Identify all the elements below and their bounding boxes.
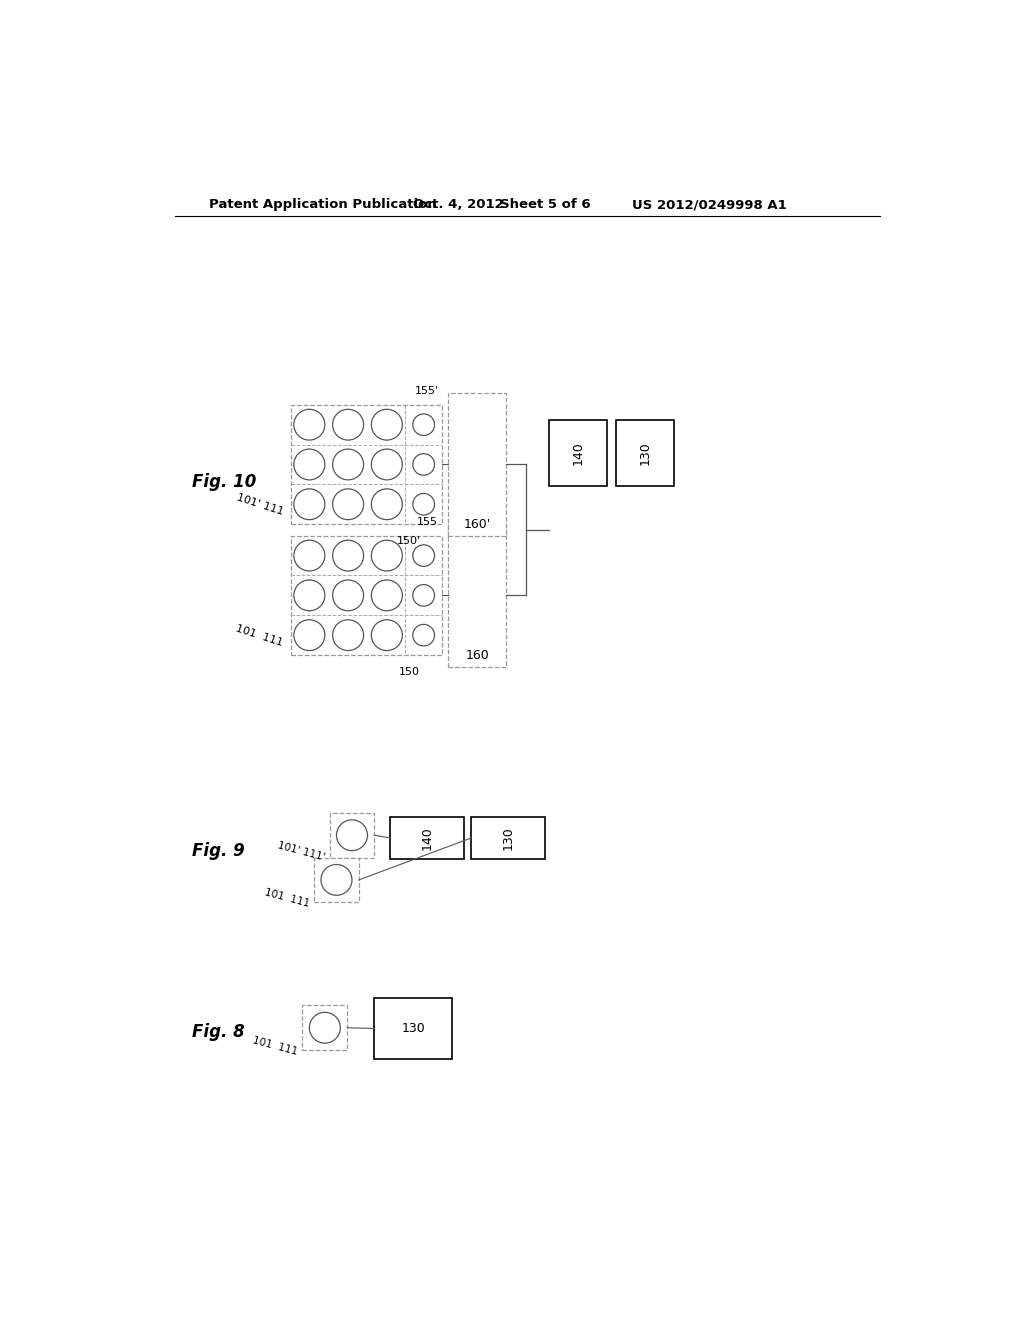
Circle shape xyxy=(413,545,434,566)
Circle shape xyxy=(333,409,364,440)
Circle shape xyxy=(413,454,434,475)
Text: 140: 140 xyxy=(420,826,433,850)
Text: 101  111: 101 111 xyxy=(234,623,285,648)
Circle shape xyxy=(413,414,434,436)
Bar xyxy=(302,1006,347,1051)
Text: 160: 160 xyxy=(465,648,489,661)
Text: 130: 130 xyxy=(639,441,652,465)
Text: 101  111: 101 111 xyxy=(263,887,310,909)
Text: 130: 130 xyxy=(502,826,515,850)
Text: Oct. 4, 2012: Oct. 4, 2012 xyxy=(414,198,504,211)
Bar xyxy=(375,998,452,1059)
Circle shape xyxy=(413,494,434,515)
Text: Fig. 9: Fig. 9 xyxy=(191,842,245,861)
Circle shape xyxy=(413,624,434,645)
Circle shape xyxy=(372,540,402,572)
Circle shape xyxy=(294,540,325,572)
Circle shape xyxy=(372,488,402,520)
Circle shape xyxy=(309,1012,340,1043)
Circle shape xyxy=(294,449,325,480)
Circle shape xyxy=(337,820,368,850)
Text: 140: 140 xyxy=(571,441,585,465)
Circle shape xyxy=(372,620,402,651)
Bar xyxy=(449,524,506,667)
Circle shape xyxy=(333,540,364,572)
Bar xyxy=(330,813,375,858)
Circle shape xyxy=(372,579,402,611)
Text: 155: 155 xyxy=(417,517,437,527)
Circle shape xyxy=(294,488,325,520)
Bar xyxy=(390,817,464,859)
Text: 101' 111: 101' 111 xyxy=(236,492,285,517)
Circle shape xyxy=(333,449,364,480)
Bar xyxy=(616,420,675,486)
Circle shape xyxy=(413,585,434,606)
Circle shape xyxy=(294,409,325,440)
Text: 150': 150' xyxy=(397,536,422,546)
Bar xyxy=(314,858,359,903)
Circle shape xyxy=(321,865,352,895)
Circle shape xyxy=(372,449,402,480)
Text: Fig. 8: Fig. 8 xyxy=(191,1023,245,1041)
Text: 130: 130 xyxy=(401,1022,425,1035)
Text: Sheet 5 of 6: Sheet 5 of 6 xyxy=(500,198,591,211)
Text: Fig. 10: Fig. 10 xyxy=(191,473,256,491)
Text: 101  111: 101 111 xyxy=(251,1035,299,1057)
Bar xyxy=(449,393,506,536)
Text: Patent Application Publication: Patent Application Publication xyxy=(209,198,437,211)
Bar xyxy=(549,420,607,486)
Circle shape xyxy=(333,620,364,651)
Circle shape xyxy=(333,579,364,611)
Text: US 2012/0249998 A1: US 2012/0249998 A1 xyxy=(632,198,786,211)
Text: 150: 150 xyxy=(398,667,420,677)
Circle shape xyxy=(372,409,402,440)
Bar xyxy=(291,536,442,655)
Text: 160': 160' xyxy=(464,517,490,531)
Circle shape xyxy=(294,620,325,651)
Circle shape xyxy=(294,579,325,611)
Text: 155': 155' xyxy=(415,385,439,396)
Circle shape xyxy=(333,488,364,520)
Bar xyxy=(471,817,545,859)
Bar xyxy=(291,405,442,524)
Text: 101' 111': 101' 111' xyxy=(276,841,326,862)
